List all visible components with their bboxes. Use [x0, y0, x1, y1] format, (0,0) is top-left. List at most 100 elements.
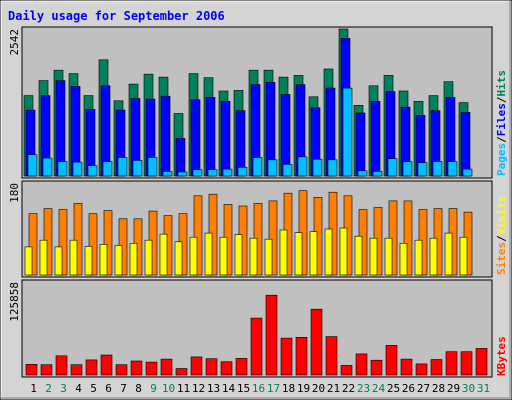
- x-label-day-29: 29: [447, 382, 460, 395]
- bar-pages-27: [417, 162, 428, 177]
- panel1-ymax-label: 2542: [8, 29, 21, 56]
- bar-kbytes-21: [325, 336, 338, 376]
- x-label-day-25: 25: [387, 382, 400, 395]
- chart-title: Daily usage for September 2006: [8, 9, 225, 23]
- bars-layer: [23, 28, 488, 376]
- bar-pages-17: [267, 159, 278, 177]
- bar-files-30: [460, 112, 471, 177]
- bar-kbytes-24: [370, 359, 383, 376]
- x-label-day-19: 19: [297, 382, 310, 395]
- bar-kbytes-31: [475, 348, 488, 376]
- bar-pages-6: [102, 161, 113, 177]
- bar-kbytes-12: [190, 356, 203, 376]
- bar-pages-16: [252, 157, 263, 177]
- bar-visits-5: [88, 213, 98, 276]
- bar-sites-9: [144, 239, 153, 276]
- bar-kbytes-20: [310, 308, 323, 376]
- x-axis-labels: 1 2 3 4 5 6 7 8 9 10 11 12 13 14 15 16 17 18 19 20 21 22 23 24 2…: [30, 382, 490, 395]
- bar-sites-30: [459, 236, 468, 276]
- bar-sites-16: [249, 237, 258, 276]
- bar-pages-15: [237, 167, 248, 177]
- x-label-day-16: 16: [252, 382, 265, 395]
- bar-sites-22: [339, 227, 348, 276]
- bar-visits-1: [28, 213, 38, 276]
- x-label-day-27: 27: [417, 382, 430, 395]
- x-label-day-11: 11: [177, 382, 190, 395]
- legend-sep-3: /: [495, 235, 508, 242]
- x-label-day-5: 5: [90, 382, 97, 395]
- bar-sites-11: [174, 241, 183, 276]
- x-label-day-13: 13: [207, 382, 220, 395]
- bar-sites-19: [294, 232, 303, 276]
- bar-pages-25: [387, 158, 398, 177]
- panel3-ymax-label: 125858: [8, 282, 21, 322]
- bar-pages-14: [222, 168, 233, 177]
- bar-kbytes-10: [160, 358, 173, 376]
- x-label-day-14: 14: [222, 382, 236, 395]
- bar-pages-23: [357, 170, 368, 177]
- legend-pages: Pages: [495, 143, 508, 176]
- x-label-day-30: 30: [462, 382, 475, 395]
- bar-kbytes-25: [385, 345, 398, 376]
- bar-sites-15: [234, 234, 243, 276]
- bar-visits-17: [268, 200, 278, 276]
- x-label-day-4: 4: [75, 382, 82, 395]
- bar-pages-18: [282, 164, 293, 177]
- bar-pages-5: [87, 165, 98, 177]
- x-label-day-6: 6: [105, 382, 112, 395]
- bar-kbytes-28: [430, 359, 443, 376]
- bar-visits-12: [193, 195, 203, 276]
- legend-hits: Hits: [495, 70, 508, 97]
- bar-sites-21: [324, 228, 333, 276]
- bar-sites-10: [159, 233, 168, 276]
- bar-pages-28: [432, 161, 443, 177]
- bar-sites-17: [264, 238, 273, 276]
- x-label-day-1: 1: [30, 382, 37, 395]
- bar-kbytes-5: [85, 359, 98, 376]
- bar-kbytes-16: [250, 317, 263, 376]
- bar-kbytes-26: [400, 358, 413, 376]
- bar-kbytes-9: [145, 361, 158, 376]
- bar-files-23: [355, 112, 366, 177]
- bar-sites-20: [309, 231, 318, 276]
- bar-kbytes-23: [355, 353, 368, 376]
- bar-sites-8: [129, 243, 138, 276]
- bar-visits-6: [103, 210, 113, 276]
- legend-sep-2: /: [495, 96, 508, 103]
- bar-sites-23: [354, 235, 363, 276]
- bar-files-11: [175, 138, 186, 177]
- bar-pages-9: [147, 157, 158, 177]
- x-label-day-28: 28: [432, 382, 445, 395]
- bar-sites-1: [24, 246, 33, 276]
- bar-sites-7: [114, 245, 123, 276]
- bar-sites-24: [369, 237, 378, 276]
- bar-files-24: [370, 101, 381, 177]
- x-label-day-23: 23: [357, 382, 370, 395]
- x-label-day-12: 12: [192, 382, 205, 395]
- x-label-day-15: 15: [237, 382, 250, 395]
- x-label-day-24: 24: [372, 382, 386, 395]
- x-label-day-2: 2: [45, 382, 52, 395]
- bar-kbytes-8: [130, 360, 143, 376]
- legend-panel2: Sites/Visits: [495, 196, 508, 276]
- bar-pages-22: [342, 87, 353, 177]
- bar-pages-2: [42, 157, 53, 177]
- bar-sites-25: [384, 237, 393, 276]
- legend-sep-1: /: [495, 136, 508, 143]
- bar-visits-26: [403, 200, 413, 276]
- bar-sites-18: [279, 229, 288, 276]
- x-label-day-21: 21: [327, 382, 340, 395]
- x-label-day-31: 31: [477, 382, 490, 395]
- bar-sites-14: [219, 236, 228, 276]
- bar-sites-12: [189, 236, 198, 276]
- bar-sites-27: [414, 239, 423, 276]
- bar-sites-2: [39, 239, 48, 276]
- bar-sites-5: [84, 246, 93, 276]
- bar-kbytes-22: [340, 365, 353, 376]
- bar-kbytes-7: [115, 364, 128, 376]
- bar-sites-4: [69, 239, 78, 276]
- bar-files-14: [220, 101, 231, 177]
- bar-pages-8: [132, 160, 143, 177]
